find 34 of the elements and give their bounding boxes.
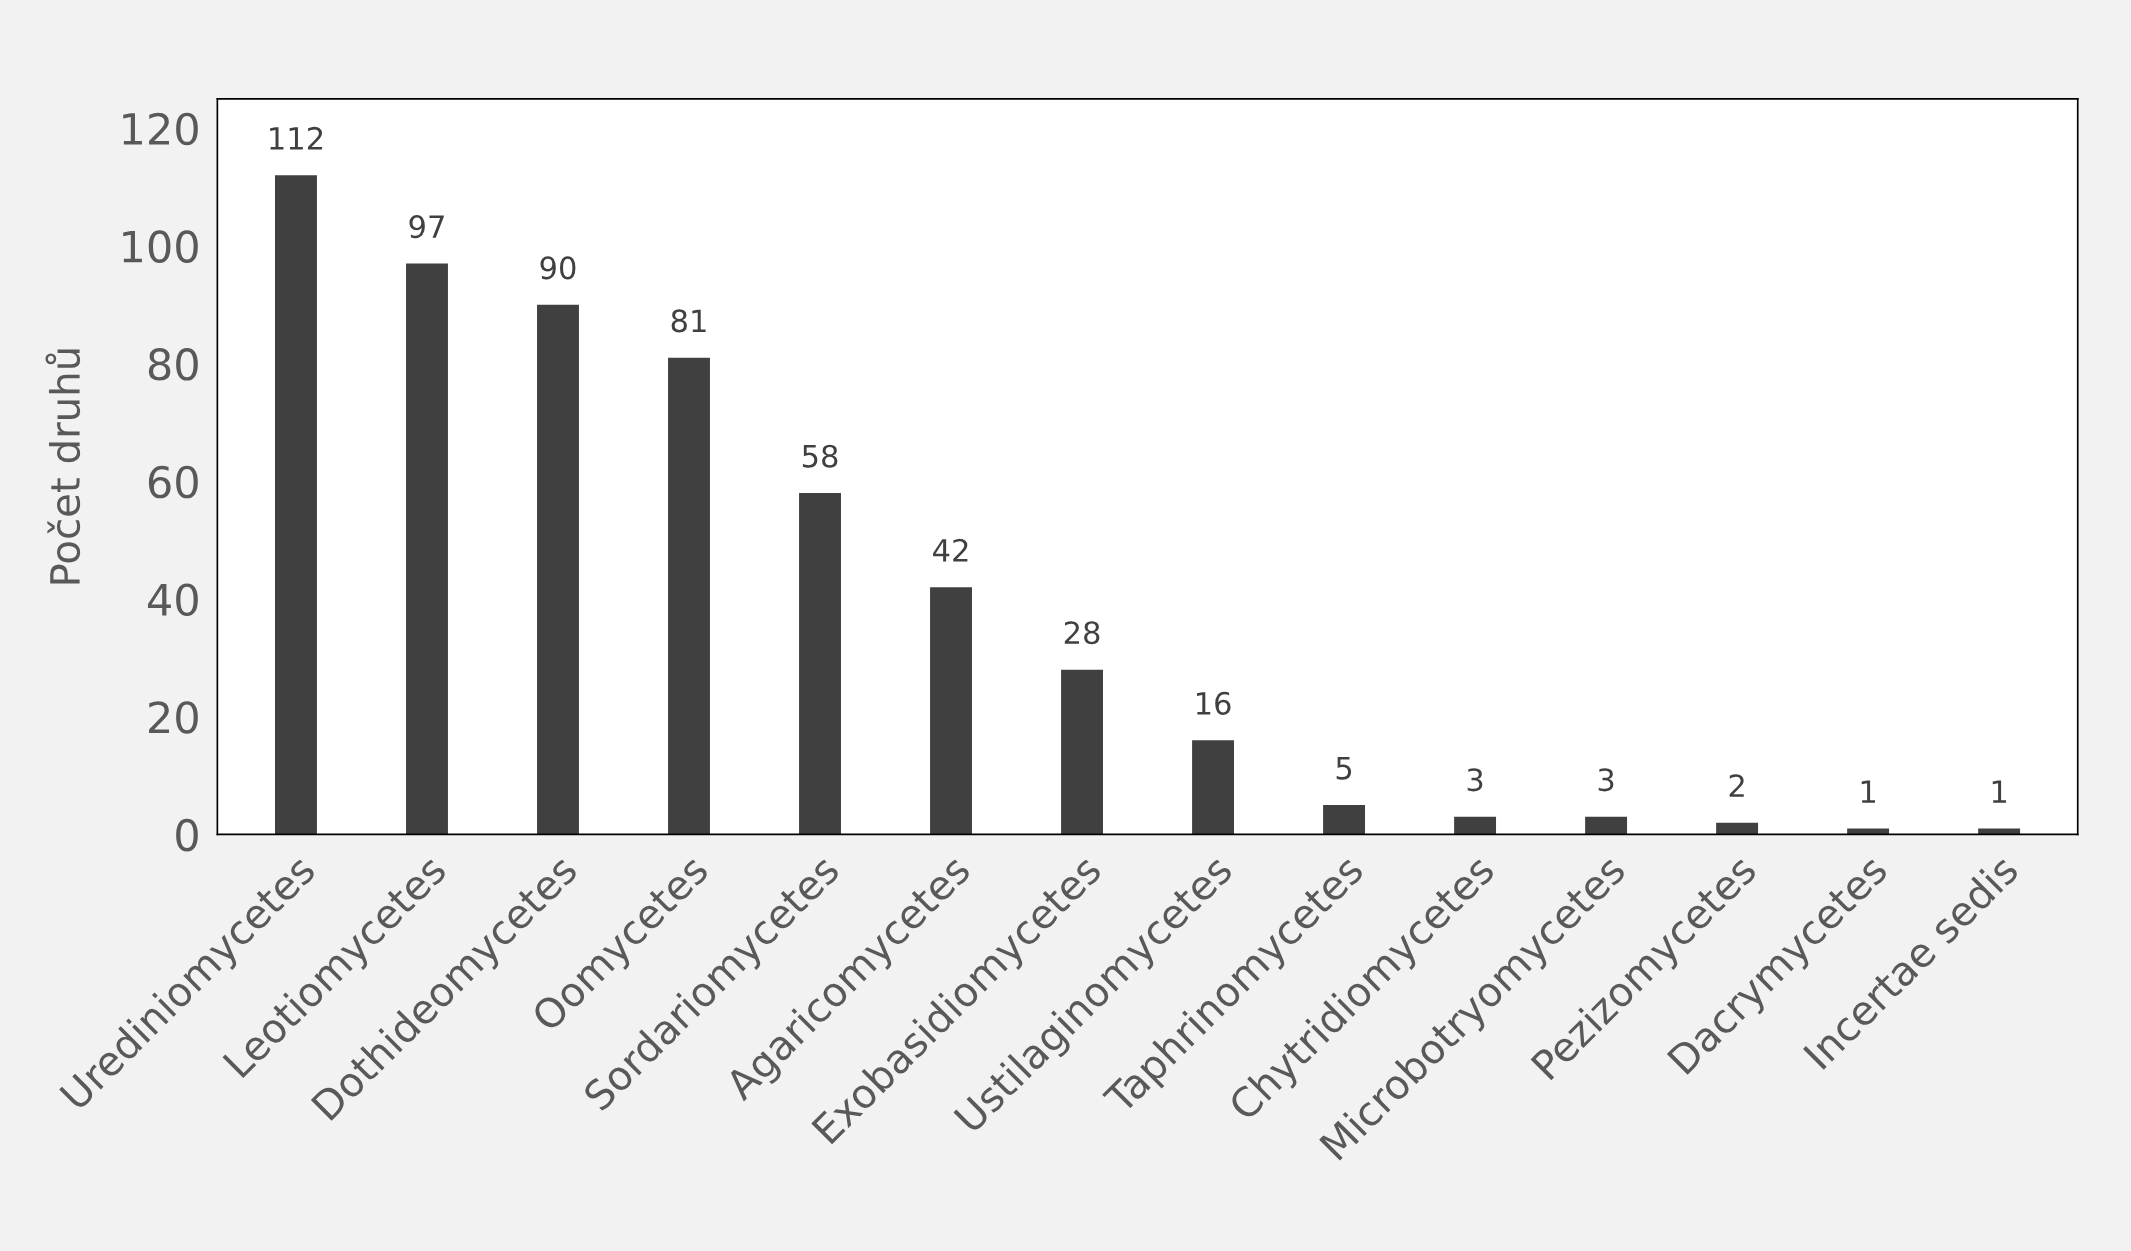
data-label: 1: [1992, 780, 2007, 803]
bar: [275, 175, 317, 835]
y-tick-label: 40: [148, 583, 198, 616]
data-label: 3: [1467, 768, 1483, 792]
y-tick-label: 100: [123, 230, 198, 263]
y-tick-label: 60: [148, 465, 198, 499]
bar: [1061, 669, 1103, 835]
y-tick-label: 120: [123, 112, 198, 146]
bar: [930, 587, 972, 835]
data-label: 90: [540, 256, 576, 280]
bar: [799, 493, 841, 835]
bar: [1192, 740, 1235, 835]
y-tick-label: 0: [176, 818, 198, 852]
data-label: 1: [1861, 780, 1876, 803]
data-label: 5: [1336, 756, 1352, 780]
bar: [1716, 822, 1759, 835]
bar: [406, 263, 448, 835]
data-label: 3: [1598, 768, 1614, 792]
bar: [537, 304, 579, 835]
bar: [668, 357, 710, 835]
data-label: 42: [933, 538, 968, 562]
y-tick-label: 20: [149, 701, 198, 734]
data-label: 2: [1729, 774, 1744, 797]
y-axis-title: Počet druhů: [45, 349, 81, 584]
data-label: 58: [802, 444, 838, 468]
bar: [1454, 816, 1497, 835]
data-label: 28: [1064, 621, 1100, 645]
data-label: 16: [1196, 691, 1231, 715]
data-label: 97: [409, 215, 444, 239]
y-tick-label: 80: [148, 348, 198, 381]
bar: [1585, 816, 1628, 835]
bar: [1323, 804, 1366, 835]
data-label: 81: [671, 309, 706, 333]
data-label: 112: [270, 126, 323, 150]
